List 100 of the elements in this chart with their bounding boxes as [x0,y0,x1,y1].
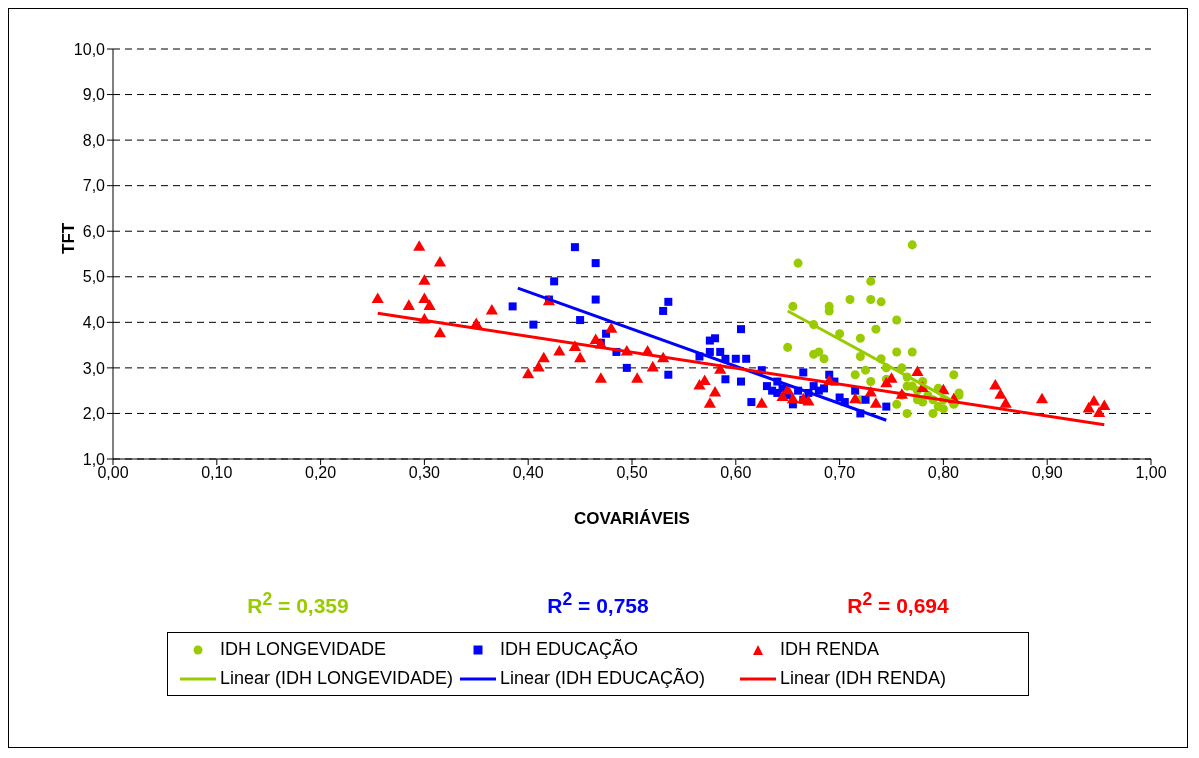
x-tick-label: 0,50 [616,464,648,482]
point [716,347,725,356]
point [866,295,876,305]
point [736,377,745,386]
y-tick-label: 9,0 [82,86,106,104]
y-tick-label: 5,0 [82,268,106,286]
x-tick-label: 1,00 [1135,464,1167,482]
point [659,306,668,315]
point [989,379,1002,390]
x-tick-label: 0,40 [512,464,544,482]
point [876,297,886,307]
legend-label: Linear (IDH EDUCAÇÃO) [500,668,706,689]
x-axis-title: COVARIÁVEIS [574,509,690,528]
y-axis-title: TFT [59,222,79,254]
y-tick-label: 10,0 [73,40,106,58]
point [835,329,845,339]
point [866,377,876,387]
point [861,365,871,375]
point [433,256,447,267]
point [371,292,384,304]
point [703,397,716,408]
point [820,384,829,393]
point [591,295,600,304]
point [402,299,415,310]
point [949,370,959,380]
point [418,274,431,285]
point [433,326,447,338]
point [999,397,1012,408]
point [664,297,673,306]
point [871,324,881,334]
text: R$^{2}$ = 0,359 [247,589,349,618]
point [882,402,891,411]
point [849,392,862,404]
point [485,303,498,315]
point [788,301,798,311]
x-tick-label: 0,70 [824,464,856,482]
point [664,370,673,379]
point [928,408,938,418]
point [508,302,517,311]
legend-label: IDH EDUCAÇÃO [500,639,639,660]
point [721,375,730,384]
point [736,325,745,334]
point [532,360,545,372]
point [553,344,566,356]
point [591,259,600,268]
y-tick-label: 2,0 [82,405,106,423]
point [731,354,740,363]
point [705,347,714,356]
point [892,399,902,409]
x-tick-label: 0,80 [927,464,960,482]
point [855,351,865,362]
point [802,395,815,406]
point [570,243,579,252]
point [911,365,924,376]
point [576,316,585,325]
point [423,299,436,310]
point [938,404,948,414]
point [747,398,756,407]
point [413,240,426,251]
point [786,392,799,404]
point [631,372,644,383]
point [850,370,860,380]
point [892,347,902,357]
point [907,347,917,357]
point [892,315,902,325]
point [918,397,928,407]
y-tick-label: 7,0 [82,177,106,195]
x-tick-label: 0,90 [1031,464,1063,482]
text: R$^{2}$ = 0,758 [547,589,649,618]
point [855,333,865,343]
point [1093,406,1106,417]
point [1035,392,1049,404]
point [994,388,1007,399]
y-tick-label: 8,0 [82,131,106,149]
point [529,320,538,329]
point [861,395,870,404]
point [814,347,824,357]
x-tick-label: 0,30 [408,464,441,482]
point [574,351,587,363]
legend-label: Linear (IDH LONGEVIDADE) [220,668,454,689]
point [866,276,876,286]
x-tick-label: 0,20 [305,464,337,482]
point [845,295,855,305]
point [711,334,720,343]
point [537,351,550,363]
point [907,240,917,250]
point [708,385,722,397]
point [550,277,559,286]
point [646,360,659,372]
point [622,363,631,372]
point [799,368,808,377]
y-tick-label: 4,0 [82,314,106,332]
point [773,388,782,397]
legend-label: IDH LONGEVIDADE [220,639,387,660]
point [1082,401,1095,413]
x-tick-label: 0,10 [201,464,233,482]
point [522,367,535,379]
y-tick-label: 3,0 [82,359,106,377]
point [902,408,912,418]
point [755,397,768,408]
